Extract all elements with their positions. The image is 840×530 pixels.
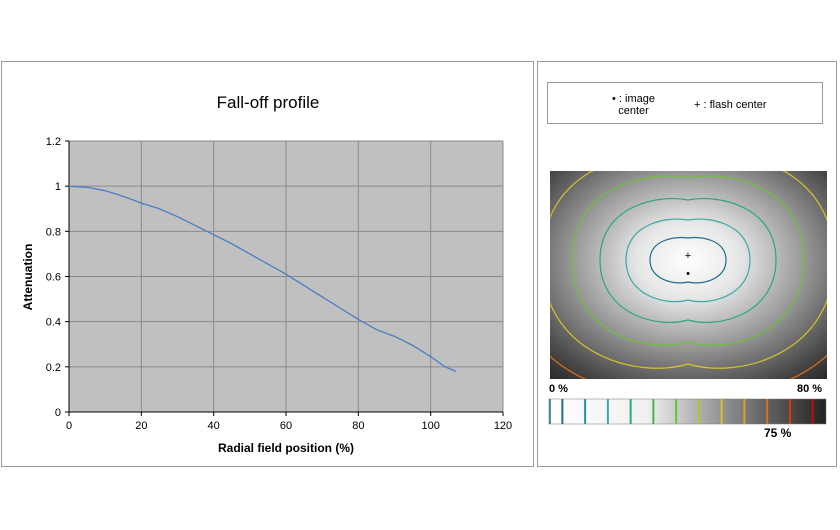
y-tick-label: 0.6 bbox=[46, 272, 61, 284]
scale-min-label: 0 % bbox=[549, 383, 568, 395]
falloff-chart-panel: Fall-off profile 0 20 40 60 80 100 120 0 0.2 0.4 0… bbox=[1, 61, 534, 467]
y-tick-label: 1 bbox=[55, 181, 61, 193]
contour-lines bbox=[550, 171, 827, 379]
contour-line bbox=[571, 175, 805, 346]
flash-map: + • bbox=[548, 171, 827, 425]
flash-center-label: : flash center bbox=[703, 99, 767, 111]
color-scale-bar bbox=[548, 398, 827, 425]
color-scale-ticks bbox=[549, 399, 814, 424]
x-tick-label: 120 bbox=[494, 420, 512, 432]
falloff-series-line bbox=[68, 185, 457, 372]
image-center-legend: • : image center bbox=[612, 93, 655, 117]
y-tick-label: 0 bbox=[55, 407, 61, 419]
map-legend: • : image center + : flash center bbox=[547, 82, 823, 124]
chart-title: Fall-off profile bbox=[217, 93, 320, 112]
x-axis-label: Radial field position (%) bbox=[218, 441, 354, 455]
y-tick-label: 1.2 bbox=[46, 136, 61, 148]
flash-center-point: + bbox=[685, 250, 691, 262]
contour-line bbox=[599, 198, 777, 323]
series-group bbox=[68, 185, 457, 372]
y-tick-label: 0.4 bbox=[46, 317, 61, 329]
tick-labels: 0 20 40 60 80 100 120 0 0.2 0.4 0.6 0.8 1 1.2 bbox=[46, 136, 512, 432]
contour-line bbox=[625, 218, 751, 303]
image-center-marker: • bbox=[612, 93, 616, 105]
flash-center-marker: + bbox=[694, 99, 701, 111]
x-tick-label: 100 bbox=[421, 420, 439, 432]
y-axis-label: Attenuation bbox=[21, 244, 35, 311]
heatmap-image bbox=[550, 171, 827, 379]
scale-max-label: 80 % bbox=[797, 383, 823, 395]
x-tick-label: 20 bbox=[135, 420, 147, 432]
flash-center-legend: + : flash center bbox=[694, 99, 766, 111]
x-tick-label: 40 bbox=[208, 420, 220, 432]
x-tick-label: 60 bbox=[280, 420, 292, 432]
gridlines bbox=[69, 140, 504, 412]
image-center-label-2: center bbox=[618, 105, 649, 117]
flash-map-panel: • : image center + : flash center bbox=[537, 61, 837, 467]
x-tick-label: 0 bbox=[66, 420, 72, 432]
y-tick-label: 0.2 bbox=[46, 362, 61, 374]
y-tick-label: 0.8 bbox=[46, 226, 61, 238]
image-center-label: : image bbox=[618, 93, 655, 105]
contour-line bbox=[550, 171, 827, 369]
falloff-chart: Fall-off profile 0 20 40 60 80 100 12000.20.40… bbox=[21, 93, 512, 455]
scale-marker-label: 75 % bbox=[764, 426, 792, 440]
contour-line bbox=[649, 236, 727, 284]
image-center-point: • bbox=[686, 268, 690, 280]
x-tick-label: 80 bbox=[352, 420, 364, 432]
